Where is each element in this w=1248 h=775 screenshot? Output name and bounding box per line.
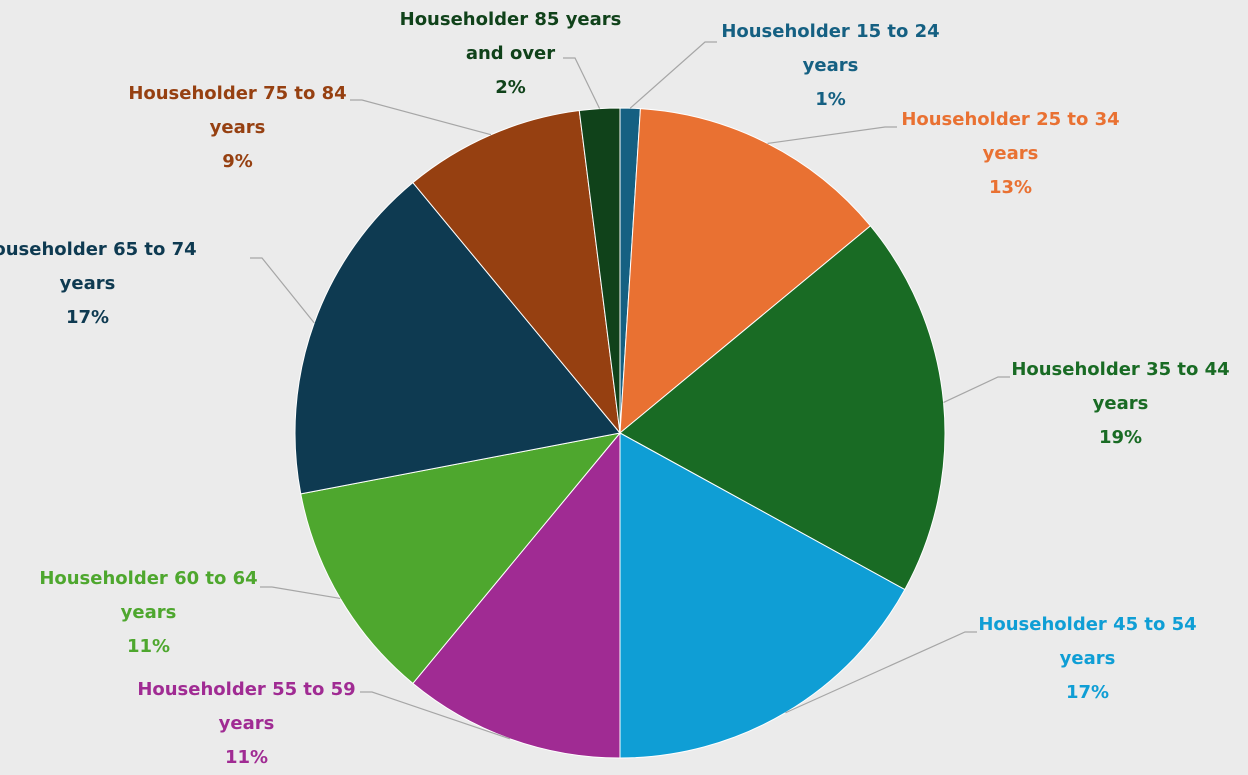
leader-line	[785, 631, 977, 714]
slice-label: Householder 35 to 44 years	[1011, 359, 1230, 414]
slice-value: 11%	[224, 747, 269, 768]
pie-slice	[412, 431, 621, 759]
slice-label: Householder 60 to 64 years	[39, 568, 258, 623]
leader-line	[943, 376, 1010, 403]
leader-line	[629, 41, 717, 109]
leader-line	[767, 126, 897, 145]
slice-value: 17%	[65, 307, 110, 328]
slice-value: 11%	[126, 636, 171, 657]
slice-value: 13%	[988, 177, 1033, 198]
leader-line	[350, 99, 492, 136]
slice-label: Householder 75 to 84 years	[128, 83, 347, 138]
slice-value: 9%	[222, 151, 253, 172]
slice-label: Householder 85 years and over	[399, 9, 622, 64]
slice-value: 1%	[815, 89, 846, 110]
pie-slice	[300, 432, 622, 685]
slice-label: Householder 25 to 34 years	[901, 109, 1120, 164]
slice-label: Householder 55 to 59 years	[137, 679, 356, 734]
slice-value: 2%	[495, 77, 526, 98]
pie-slice	[578, 107, 621, 434]
slice-value: 19%	[1098, 427, 1143, 448]
leader-line	[250, 257, 315, 324]
pie-slice	[294, 181, 621, 495]
slice-label: Householder 65 to 74 years	[0, 239, 197, 294]
leader-line	[563, 57, 601, 109]
leader-line	[260, 586, 341, 600]
leader-line	[360, 691, 511, 740]
slice-label: Householder 15 to 24 years	[721, 21, 940, 76]
slice-value: 17%	[1065, 682, 1110, 703]
slice-label: Householder 45 to 54 years	[978, 614, 1197, 669]
pie-slice	[412, 110, 621, 435]
